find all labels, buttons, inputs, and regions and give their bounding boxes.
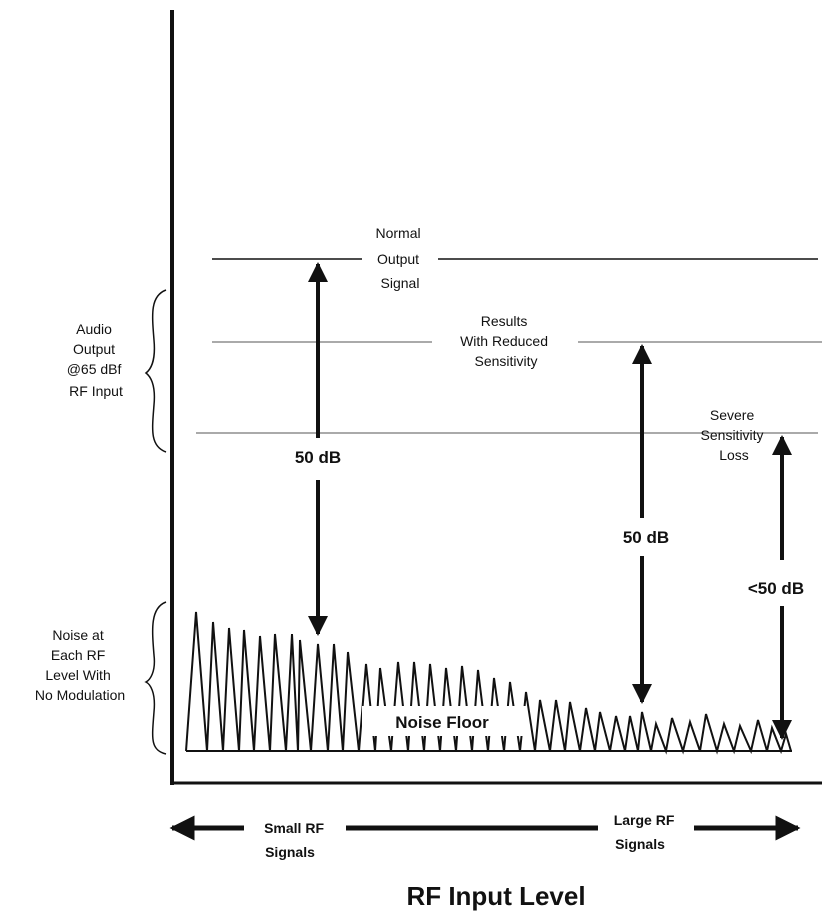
db-label-left: 50 dB: [295, 448, 341, 467]
db-label-mid: 50 dB: [623, 528, 669, 547]
audio-output-brace: [144, 289, 167, 453]
large-rf-label: Large RF Signals: [614, 812, 679, 852]
noise-floor-label: Noise Floor: [395, 713, 489, 732]
x-axis-title: RF Input Level: [406, 881, 585, 911]
severe-loss-label: Severe Sensitivity Loss: [701, 407, 768, 463]
normal-output-label: Normal Output Signal: [375, 225, 424, 291]
audio-output-label: Audio Output @65 dBf RF Input: [67, 321, 126, 399]
noise-floor-label-bg: [362, 706, 526, 736]
db-label-right: <50 dB: [748, 579, 804, 598]
noise-brace: [144, 601, 167, 755]
small-rf-label: Small RF Signals: [264, 820, 328, 860]
noise-description-label: Noise at Each RF Level With No Modulatio…: [35, 627, 125, 703]
reduced-sensitivity-label: Results With Reduced Sensitivity: [460, 313, 552, 369]
